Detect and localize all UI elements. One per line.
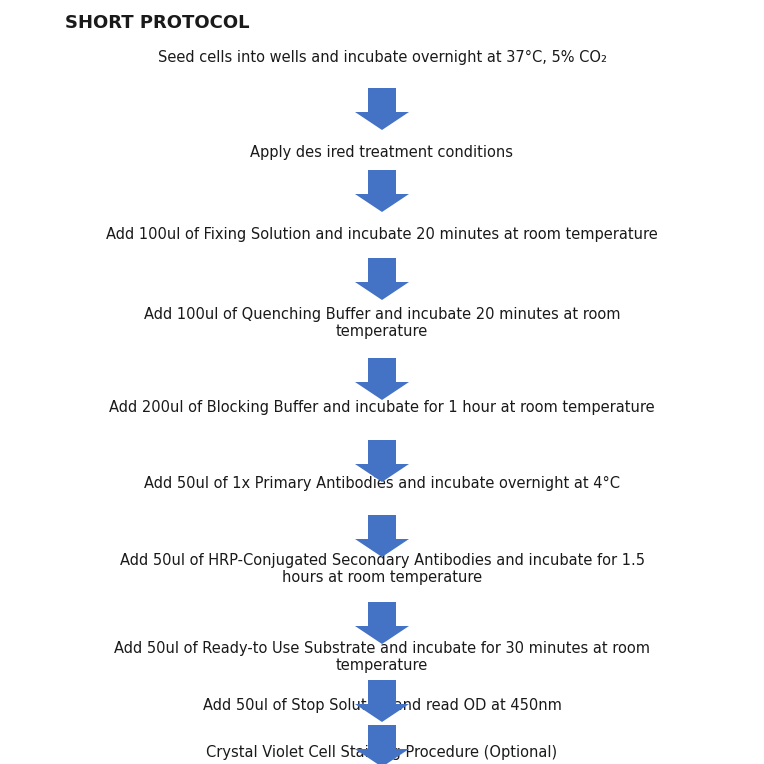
Text: Add 50ul of HRP-Conjugated Secondary Antibodies and incubate for 1.5
hours at ro: Add 50ul of HRP-Conjugated Secondary Ant… [119,553,645,585]
Polygon shape [355,680,409,722]
Text: Add 100ul of Fixing Solution and incubate 20 minutes at room temperature: Add 100ul of Fixing Solution and incubat… [106,227,658,242]
Polygon shape [355,515,409,557]
Polygon shape [355,88,409,130]
Text: Add 50ul of Stop Solution and read OD at 450nm: Add 50ul of Stop Solution and read OD at… [202,698,562,713]
Text: Seed cells into wells and incubate overnight at 37°C, 5% CO₂: Seed cells into wells and incubate overn… [157,50,607,65]
Text: Add 50ul of 1x Primary Antibodies and incubate overnight at 4°C: Add 50ul of 1x Primary Antibodies and in… [144,476,620,491]
Polygon shape [355,602,409,644]
Polygon shape [355,440,409,482]
Text: Add 50ul of Ready-to Use Substrate and incubate for 30 minutes at room
temperatu: Add 50ul of Ready-to Use Substrate and i… [114,641,650,673]
Text: Add 200ul of Blocking Buffer and incubate for 1 hour at room temperature: Add 200ul of Blocking Buffer and incubat… [109,400,655,415]
Text: Crystal Violet Cell Staining Procedure (Optional): Crystal Violet Cell Staining Procedure (… [206,745,558,760]
Polygon shape [355,258,409,300]
Polygon shape [355,358,409,400]
Text: Add 100ul of Quenching Buffer and incubate 20 minutes at room
temperature: Add 100ul of Quenching Buffer and incuba… [144,307,620,339]
Polygon shape [355,170,409,212]
Polygon shape [355,725,409,764]
Text: Apply des ired treatment conditions: Apply des ired treatment conditions [251,145,513,160]
Text: SHORT PROTOCOL: SHORT PROTOCOL [65,14,250,32]
